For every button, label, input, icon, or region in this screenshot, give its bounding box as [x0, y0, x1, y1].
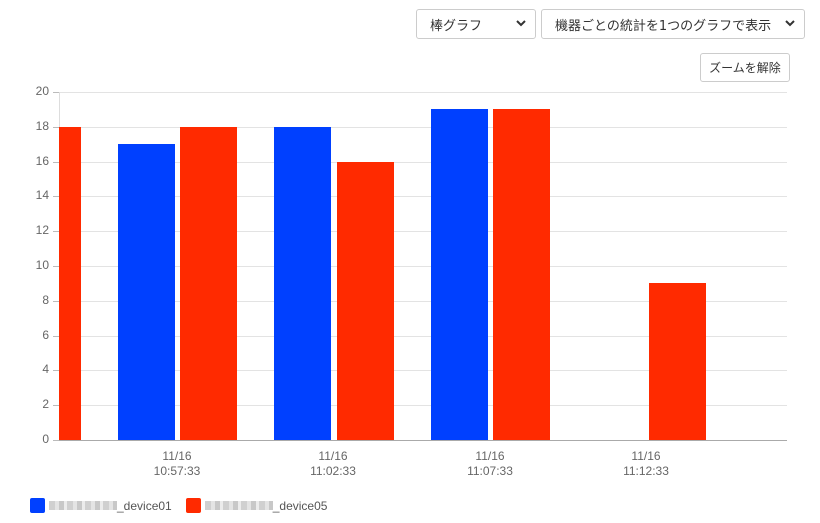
bar-device05[interactable]: [59, 126, 81, 440]
y-tick-mark: [53, 335, 59, 337]
x-tick-label: 11/16 10:57:33: [153, 449, 201, 478]
display-mode-value: 機器ごとの統計を1つのグラフで表示: [555, 18, 772, 34]
bar-device05[interactable]: [180, 126, 237, 440]
x-tick-label: 11/16 11:02:33: [310, 449, 356, 478]
y-tick-label: 6: [42, 327, 49, 342]
legend: _device01 _device05: [30, 498, 341, 513]
gridline: [59, 231, 787, 233]
bar-device01[interactable]: [118, 144, 175, 440]
gridline: [59, 405, 787, 407]
y-tick-mark: [53, 231, 59, 233]
y-tick-label: 2: [42, 397, 49, 412]
y-tick-label: 0: [42, 432, 49, 446]
bar-device01[interactable]: [431, 109, 488, 440]
redacted-text: [49, 501, 117, 510]
y-tick-label: 16: [35, 153, 49, 168]
y-tick-label: 12: [35, 223, 49, 238]
chevron-down-icon: [516, 20, 526, 27]
y-tick-mark: [53, 405, 59, 407]
gridline: [59, 300, 787, 302]
bar-device01[interactable]: [274, 126, 331, 440]
y-tick-label: 8: [42, 292, 49, 307]
redacted-text: [204, 501, 273, 510]
y-tick-mark: [53, 92, 59, 93]
display-mode-select[interactable]: 機器ごとの統計を1つのグラフで表示: [541, 9, 805, 39]
y-tick-mark: [53, 126, 59, 128]
y-tick-label: 10: [35, 258, 49, 272]
y-tick-mark: [53, 161, 59, 163]
y-tick-label: 18: [35, 118, 49, 133]
gridline: [59, 370, 787, 372]
legend-item-device01[interactable]: _device01: [30, 498, 172, 513]
x-axis: [59, 440, 787, 441]
gridline: [59, 92, 787, 93]
gridline: [59, 335, 787, 337]
chart-type-select[interactable]: 棒グラフ: [416, 9, 536, 39]
legend-item-device05[interactable]: _device05: [185, 498, 328, 513]
y-tick-mark: [53, 440, 59, 441]
reset-zoom-button[interactable]: ズームを解除: [700, 53, 790, 82]
gridline: [59, 161, 787, 163]
chart-type-value: 棒グラフ: [430, 18, 483, 34]
y-tick-mark: [53, 266, 59, 267]
y-tick-label: 14: [35, 188, 49, 203]
bar-device05[interactable]: [493, 109, 550, 440]
bar-device05[interactable]: [337, 161, 394, 440]
legend-label: _device05: [272, 498, 328, 513]
y-tick-label: 20: [35, 84, 49, 98]
y-tick-mark: [53, 196, 59, 198]
legend-swatch: [185, 498, 201, 513]
y-tick-mark: [53, 370, 59, 372]
y-tick-label: 4: [42, 362, 49, 377]
bar-device05[interactable]: [649, 283, 706, 440]
chevron-down-icon: [785, 20, 795, 27]
legend-swatch: [30, 498, 45, 513]
x-tick-label: 11/16 11:12:33: [623, 449, 669, 478]
gridline: [59, 196, 787, 198]
gridline: [59, 266, 787, 267]
y-tick-mark: [53, 300, 59, 302]
x-tick-label: 11/16 11:07:33: [467, 449, 513, 478]
legend-label: _device01: [117, 498, 172, 513]
gridline: [59, 126, 787, 128]
